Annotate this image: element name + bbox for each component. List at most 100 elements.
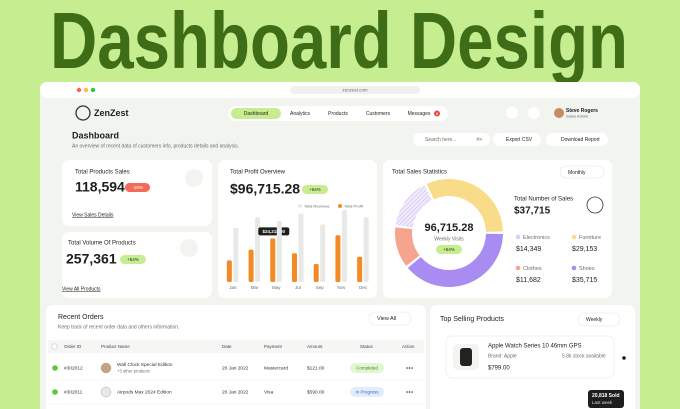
legend-dot	[298, 204, 302, 208]
cell-amount: $121.00	[307, 365, 325, 371]
column-header: Order ID	[64, 344, 82, 349]
change-badge	[436, 245, 462, 254]
bar	[341, 210, 347, 282]
settings-button[interactable]	[506, 107, 518, 119]
nav-item[interactable]: Customers	[366, 111, 391, 117]
nav-item[interactable]: Analytics	[290, 111, 311, 117]
cell-date: 20 Jan 2022	[222, 365, 249, 371]
action-dot[interactable]	[406, 367, 408, 369]
center-value: 96,715.28	[425, 222, 474, 234]
action-dot[interactable]	[406, 391, 408, 393]
url: zenzest.com	[342, 88, 368, 93]
view-all-button[interactable]	[368, 311, 412, 326]
period-select[interactable]	[559, 165, 605, 179]
nav-bar	[228, 106, 448, 121]
bar	[248, 249, 254, 282]
page-title: Dashboard	[72, 130, 119, 140]
cell-amount: $590.00	[307, 389, 325, 395]
column-header: Status	[360, 344, 374, 349]
action-dot[interactable]	[411, 391, 413, 393]
legend-value: $35,715	[572, 277, 597, 284]
search-box[interactable]	[413, 133, 490, 146]
profit-value: $96,715.28	[230, 181, 300, 197]
x-tick-label: Mar	[251, 285, 259, 290]
card-link[interactable]: View Sales Details	[72, 212, 114, 218]
legend-value: $14,349	[516, 246, 541, 253]
status-pill	[350, 363, 384, 373]
bar	[363, 217, 369, 282]
legend-label: Electronics	[523, 235, 550, 241]
user-name: Steve Rogers	[566, 108, 598, 114]
legend-label: Total Revenue	[304, 204, 330, 209]
legend-label: Furniture	[579, 235, 601, 241]
notification-button[interactable]	[528, 107, 540, 119]
download-button[interactable]	[546, 133, 608, 146]
search-shortcut: ⌘K	[476, 137, 483, 142]
change: +54%	[127, 257, 139, 262]
minimize-dot[interactable]	[83, 87, 89, 93]
close-dot[interactable]	[76, 87, 82, 93]
legend-dot	[338, 204, 342, 208]
x-tick-label: May	[272, 285, 281, 290]
card-value: 257,361	[66, 251, 117, 267]
change: +54%	[309, 187, 321, 192]
row-check[interactable]	[52, 389, 58, 395]
product-brand: Brand: Apple	[488, 353, 517, 359]
action-dot[interactable]	[408, 367, 411, 369]
card-link[interactable]: View All Products	[62, 286, 101, 292]
badge-count: 8	[436, 111, 439, 116]
column-header: Amount	[307, 344, 323, 349]
export-button[interactable]	[493, 133, 541, 146]
tooltip-value: 20,818 Sold	[592, 393, 620, 399]
x-tick-label: Jan	[229, 285, 237, 290]
avatar[interactable]	[554, 108, 564, 118]
card-icon	[180, 239, 198, 257]
search-placeholder: Search here...	[425, 137, 456, 143]
nav-item[interactable]: Messages	[408, 111, 431, 117]
orders-card	[46, 305, 426, 409]
bar	[255, 217, 261, 282]
table-header	[48, 340, 424, 353]
export-label: Export CSV	[506, 137, 533, 143]
product-thumb	[100, 362, 112, 374]
cell-payment: Visa	[264, 389, 274, 395]
top-period-select[interactable]	[577, 312, 621, 327]
product-stock: 5.8k stock available	[562, 353, 606, 359]
card-title: Total Products Sales	[75, 170, 130, 176]
url-bar[interactable]	[290, 86, 420, 94]
change-badge	[302, 185, 328, 194]
product-thumb	[100, 386, 112, 398]
card-icon	[185, 169, 203, 187]
profit-title: Total Profit Overview	[230, 170, 286, 176]
bar	[298, 213, 304, 282]
period: Monthly	[568, 170, 586, 176]
page-subtitle: An overview of recent data of customers …	[72, 143, 239, 149]
product-card[interactable]	[445, 335, 615, 379]
logo-icon	[75, 105, 91, 121]
donut-chart: Furniture $29,153 Shoes $35,715 Clothes $11,6…	[394, 178, 601, 287]
total: $37,715	[514, 206, 551, 217]
point	[622, 356, 626, 360]
action-dot[interactable]	[411, 367, 413, 369]
maximize-dot[interactable]	[90, 87, 96, 93]
view-all: View All	[377, 316, 396, 322]
logo[interactable]: ZenZest	[94, 108, 129, 118]
status-pill	[350, 387, 384, 397]
cell-status: In Progress	[355, 389, 379, 394]
donut-segment	[395, 184, 433, 228]
nav-item[interactable]: Products	[328, 111, 348, 117]
checkbox[interactable]	[51, 343, 58, 350]
action-dot[interactable]	[408, 391, 411, 393]
orders-table: Order ID Product Name Date Payment Amount Sta…	[48, 343, 424, 405]
tooltip-label: Last week	[592, 400, 613, 405]
badge	[434, 110, 440, 117]
nav-item[interactable]: Dashboard	[244, 111, 269, 117]
stats-title: Total Sales Statistics	[392, 170, 447, 176]
legend-label: Total Profit	[344, 204, 364, 209]
nav: Dashboard Analytics Products Customers Messa…	[244, 110, 440, 117]
user-role: Sales Admin	[566, 114, 588, 119]
row-check[interactable]	[52, 365, 58, 371]
orders-subtitle: Keep track of recent order data and othe…	[58, 324, 179, 330]
center-label: Weekly Visits	[434, 236, 464, 242]
change-badge	[125, 183, 150, 192]
